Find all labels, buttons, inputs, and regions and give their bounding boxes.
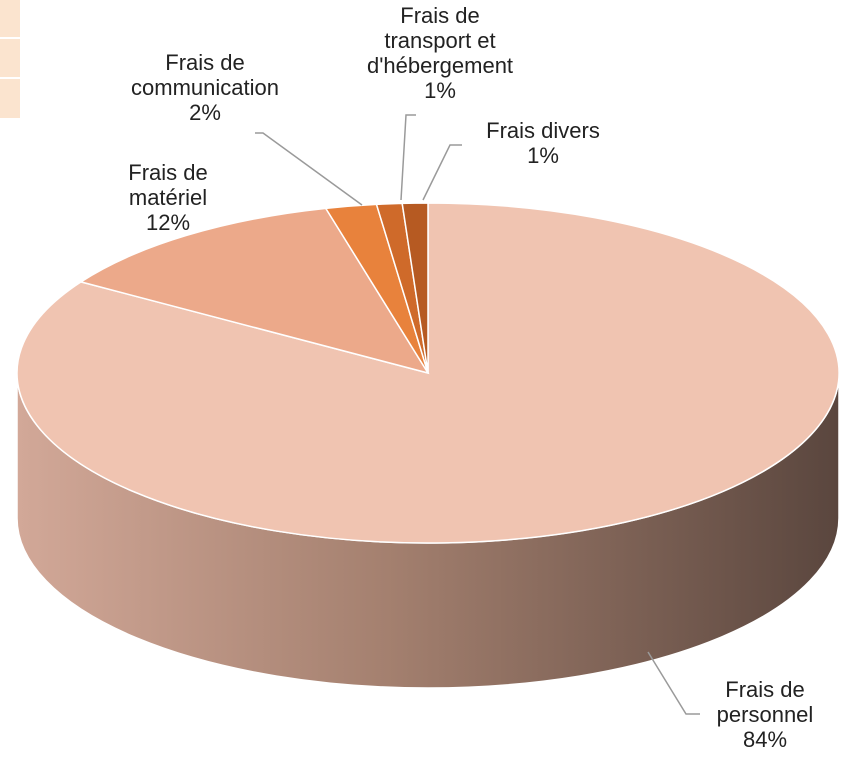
category-name: Frais de matériel	[128, 160, 208, 210]
value-label: 12%	[145, 210, 191, 235]
edge-decoration	[0, 0, 20, 118]
value-label: 1%	[527, 143, 559, 168]
slice-label: Frais divers 1%	[458, 118, 628, 168]
leader-line	[255, 132, 363, 206]
value-label: 84%	[742, 727, 788, 752]
category-name: Frais de communication	[131, 50, 279, 100]
slice-label: Frais de personnel 84%	[705, 677, 825, 752]
category-name: Frais de transport et d'hébergement	[366, 3, 514, 78]
slice-label: Frais de matériel 12%	[108, 160, 228, 235]
value-label: 1%	[424, 78, 456, 103]
slice-label: Frais de communication 2%	[120, 50, 290, 125]
leader-line	[422, 144, 462, 201]
category-name: Frais de personnel	[716, 677, 814, 727]
pie-slice	[401, 202, 429, 374]
category-name: Frais divers	[486, 118, 600, 143]
value-label: 2%	[189, 100, 221, 125]
slice-label: Frais de transport et d'hébergement 1%	[355, 3, 525, 103]
pie-slice	[79, 207, 430, 375]
leader-line	[400, 114, 416, 201]
leader-line	[647, 651, 700, 715]
